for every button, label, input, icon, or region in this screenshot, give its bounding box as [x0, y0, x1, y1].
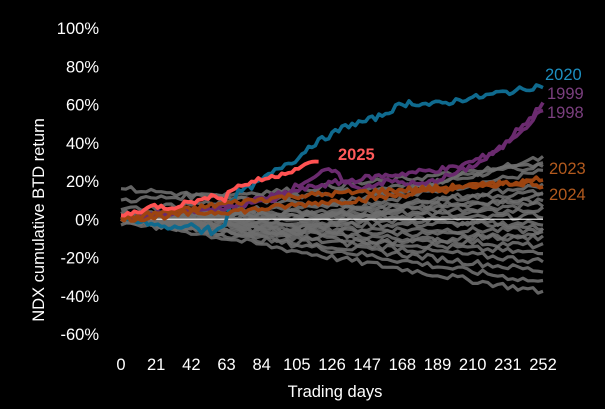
series-label-2023: 2023: [549, 160, 586, 178]
series-label-2025: 2025: [338, 146, 375, 164]
y-axis-ticks: -60% -40% -20% 0% 20% 40% 60% 80% 100%: [57, 20, 100, 344]
other-year-line: [120, 215, 544, 246]
y-tick-label: 60%: [66, 97, 99, 115]
x-tick-label: 231: [494, 356, 522, 374]
other-year-line: [120, 217, 544, 295]
other-years-lines: [120, 155, 545, 295]
series-line-2020: [120, 83, 544, 237]
series-label-2024: 2024: [549, 186, 586, 204]
x-tick-label: 0: [116, 356, 125, 374]
other-year-line: [120, 162, 544, 204]
x-tick-label: 63: [217, 356, 235, 374]
x-tick-label: 210: [459, 356, 487, 374]
x-tick-label: 168: [389, 356, 417, 374]
series-label-2020: 2020: [545, 66, 582, 84]
x-tick-label: 126: [318, 356, 346, 374]
series-line-2024: [120, 178, 544, 223]
y-tick-label: 40%: [66, 135, 99, 153]
x-tick-label: 105: [283, 356, 311, 374]
y-tick-label: 0%: [75, 211, 99, 229]
x-axis-ticks: 0 21 42 63 84 105 126 147 168 189 210 231 252: [116, 356, 556, 374]
series-label-1998: 1998: [547, 104, 584, 122]
y-tick-label: -60%: [60, 326, 99, 344]
x-tick-label: 84: [252, 356, 270, 374]
y-tick-label: -40%: [60, 288, 99, 306]
y-axis-label: NDX cumulative BTD return: [30, 118, 48, 322]
y-tick-label: -20%: [60, 250, 99, 268]
series-label-1999: 1999: [547, 85, 584, 103]
x-tick-label: 147: [353, 356, 381, 374]
highlighted-years-lines: [120, 83, 545, 237]
x-tick-label: 189: [424, 356, 452, 374]
x-tick-label: 252: [529, 356, 557, 374]
x-tick-label: 42: [182, 356, 200, 374]
y-tick-label: 100%: [57, 20, 100, 38]
y-tick-label: 80%: [66, 58, 99, 76]
x-axis-label: Trading days: [288, 383, 383, 401]
x-tick-label: 21: [147, 356, 165, 374]
y-tick-label: 20%: [66, 173, 99, 191]
series-line-2025: [120, 159, 319, 218]
